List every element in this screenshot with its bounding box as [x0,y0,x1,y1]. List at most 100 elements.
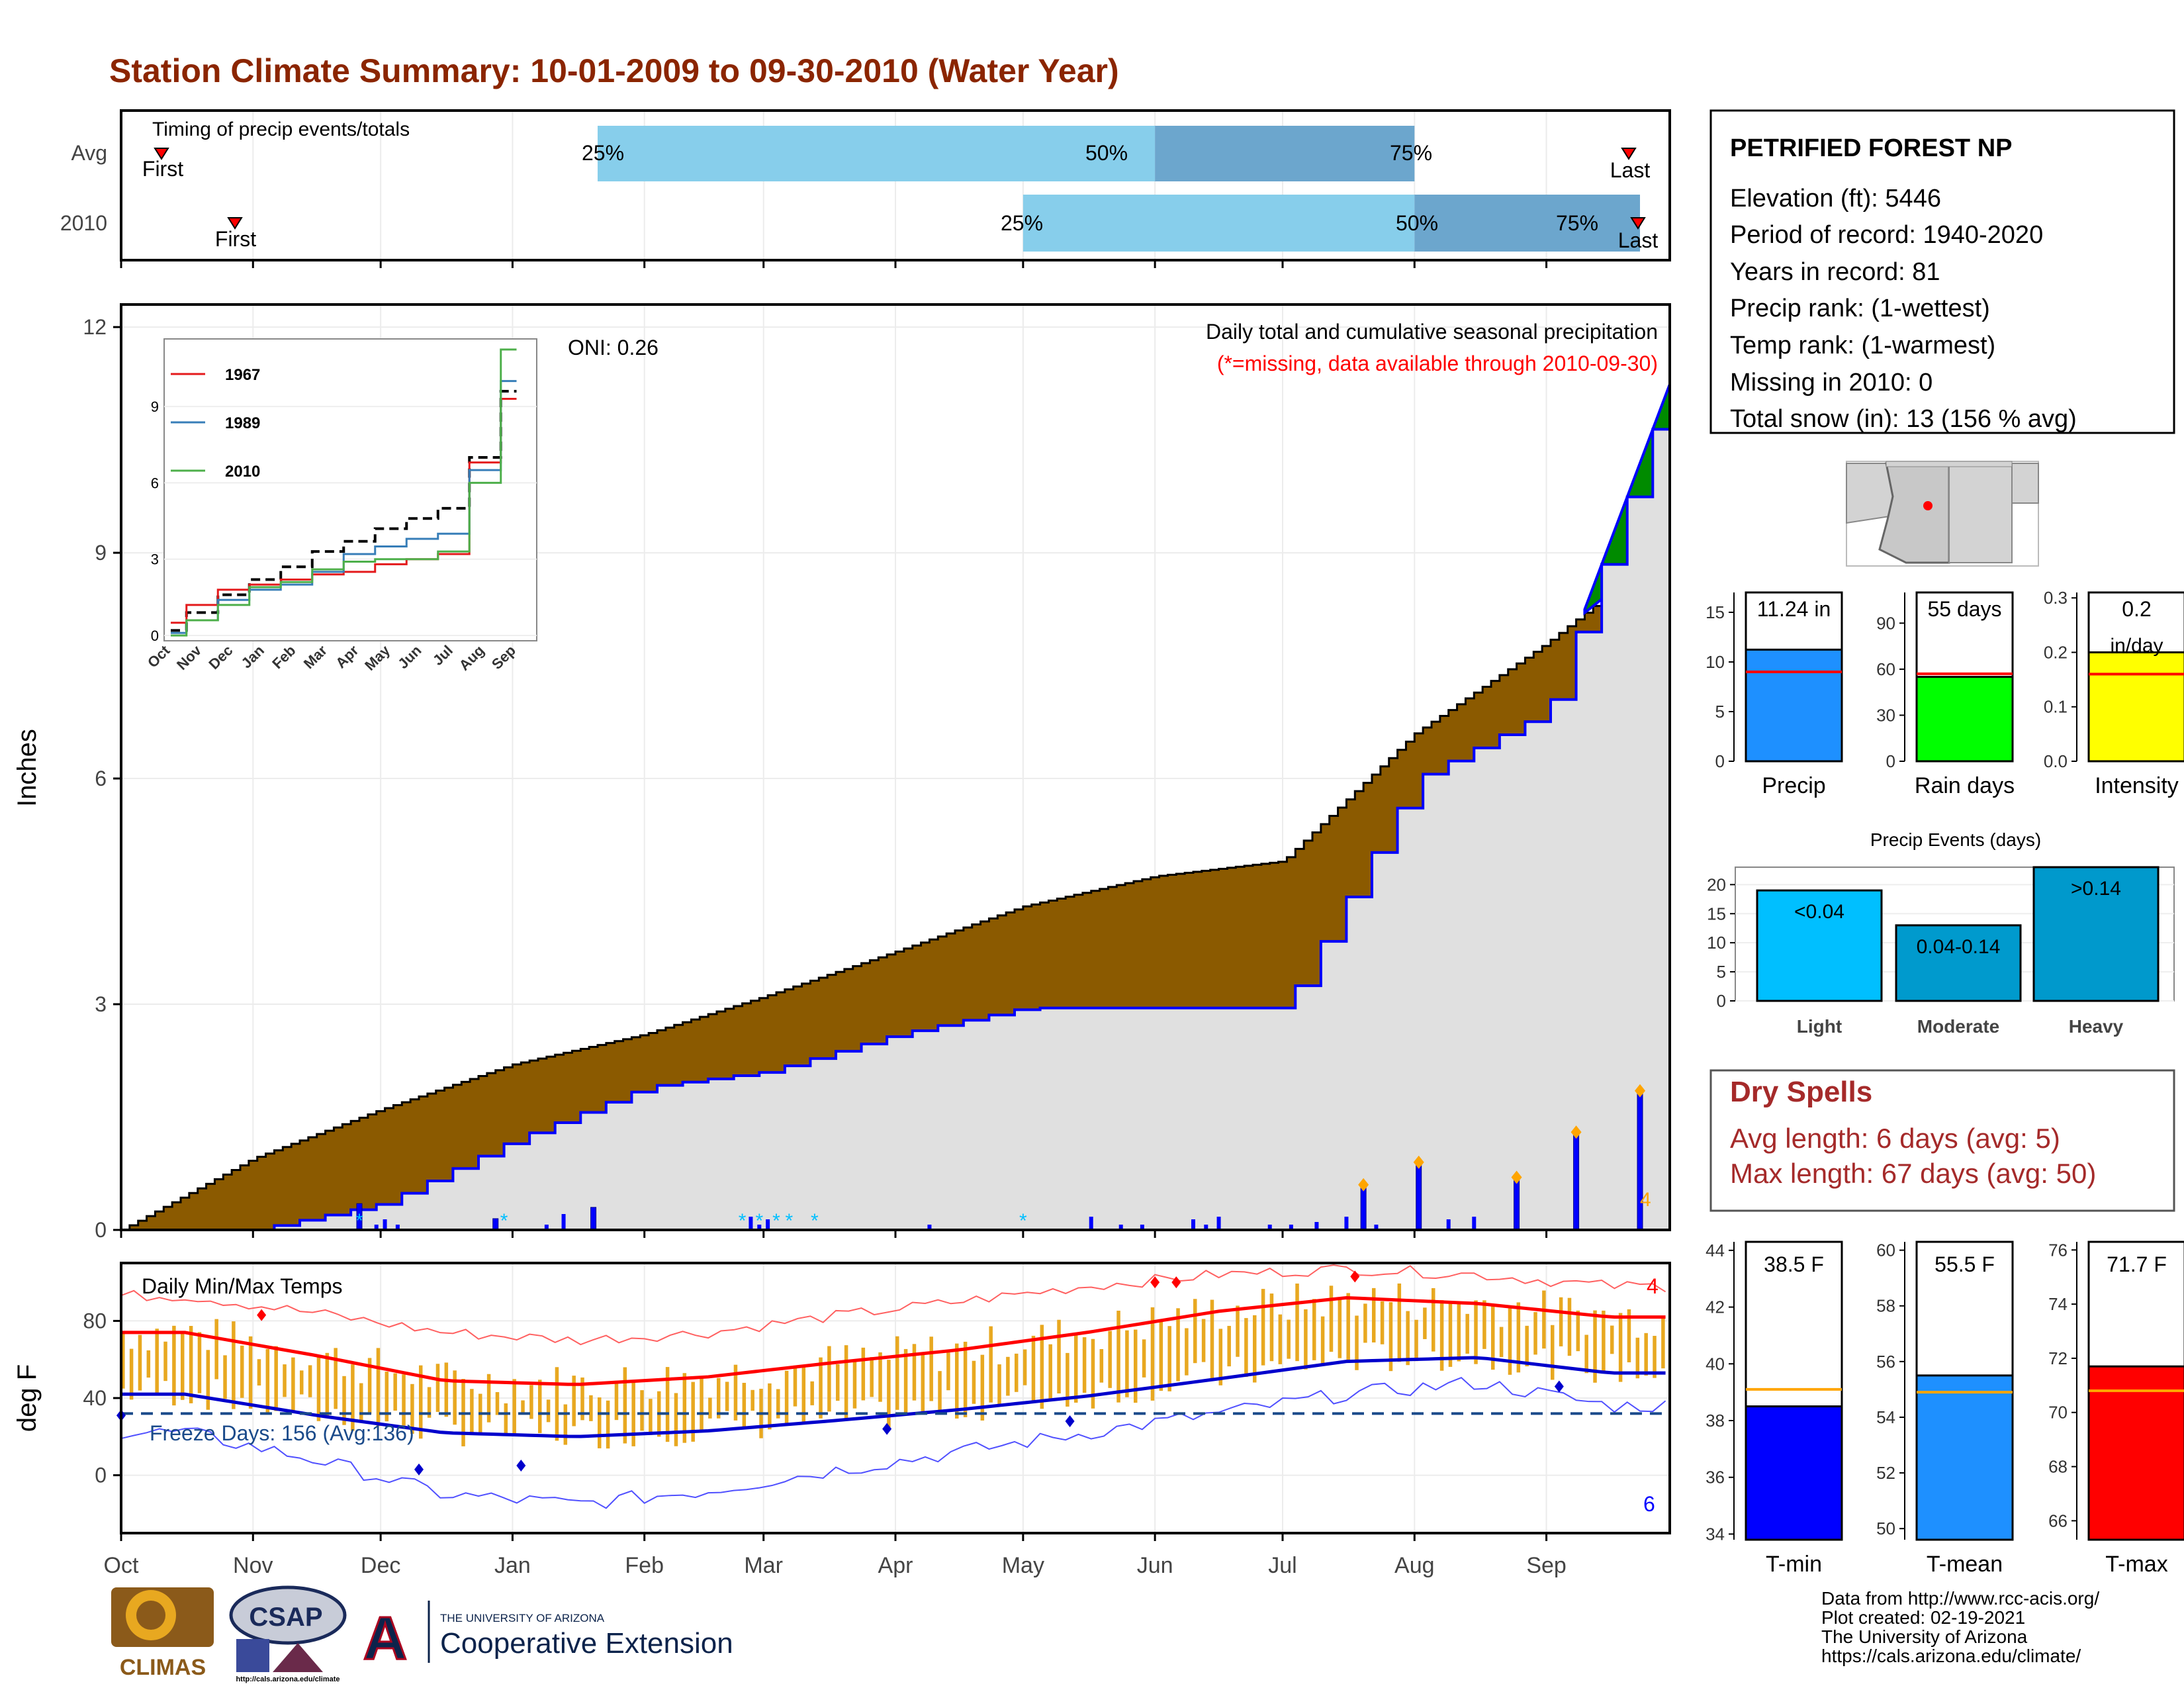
summary-value-unit: in/day [2110,635,2163,657]
daily-temp-bar [598,1397,602,1448]
daily-precip-bar [757,1225,762,1230]
daily-temp-bar [1567,1297,1572,1356]
temp-y-ticks: 0 40 80 [83,1309,121,1487]
temp-bar-tick-label: 54 [1876,1407,1895,1427]
daily-temp-bar [589,1395,593,1421]
station-name: PETRIFIED FOREST NP [1730,134,2012,162]
station-line: Precip rank: (1-wettest) [1730,295,1990,322]
daily-precip-bar [374,1225,379,1230]
month-label: Aug [1394,1553,1435,1578]
dry-spells-frame [1709,1069,2175,1212]
csap-logo: CSAP http://cals.arizona.edu/climate [229,1585,347,1683]
timing-frame [120,109,1671,261]
daily-temp-range-bars [121,1283,1665,1449]
daily-temp-bar [1312,1299,1316,1360]
daily-temp-bar [444,1362,449,1417]
daily-temp-bar [291,1357,295,1413]
daily-temp-bar [844,1345,848,1419]
precip-y-ticks: 0 3 6 9 12 [83,315,121,1242]
daily-temp-bar [963,1341,968,1417]
daily-precip-bar [766,1219,770,1230]
daily-temp-bar [1108,1331,1112,1388]
daily-temp-bar [521,1400,525,1415]
timing-2010-first-marker [227,217,243,230]
daily-temp-bar [376,1348,381,1427]
daily-temp-bar [1346,1293,1350,1362]
daily-temp-bar [895,1336,899,1410]
inset-legend-label: 1989 [225,414,260,432]
inset-x-tick-label: Mar [300,642,331,673]
station-frame [1709,109,2175,434]
month-label: Mar [744,1553,783,1578]
timing-bar-25-50 [598,126,1156,181]
summary-tick-label: 90 [1876,613,1895,633]
daily-temp-bar [1644,1333,1648,1376]
precip-y-tick-label: 9 [95,541,107,565]
daily-temp-bar [1150,1307,1155,1401]
temp-bar-tick-label: 34 [1706,1524,1725,1544]
timing-2010-p50: 50% [1396,211,1438,235]
daily-temp-bar [410,1383,414,1434]
daily-temp-bar [232,1321,236,1409]
daily-temp-bar [614,1380,619,1421]
daily-temp-bar [649,1399,653,1435]
daily-temp-bar [1355,1315,1359,1370]
daily-temp-bar [453,1370,457,1425]
daily-temp-bar [1057,1319,1061,1394]
snow-marker: * [1019,1210,1027,1232]
daily-temp-bar [819,1357,823,1419]
daily-precip-bar [1216,1217,1221,1230]
daily-precip-bar [1267,1225,1272,1230]
daily-temp-bar [801,1365,806,1423]
daily-precip-bar [1191,1219,1195,1230]
daily-temp-bar [1559,1297,1563,1346]
temp-bar-fill [2087,1365,2184,1541]
climas-logo-text: CLIMAS [120,1655,206,1680]
daily-temp-bar [1023,1349,1027,1385]
ua-logo-small-text: THE UNIVERSITY OF ARIZONA [440,1612,605,1624]
daily-temp-bar [1482,1300,1486,1349]
daily-temp-bar [1006,1356,1010,1396]
daily-temp-bar [1618,1313,1623,1382]
daily-temp-bar [1499,1327,1504,1357]
daily-temp-bar [1048,1344,1052,1400]
daily-temp-bar [1414,1319,1418,1362]
daily-temp-bar [1551,1325,1555,1380]
summary-tick-label: 0.2 [2044,642,2068,662]
inset-lines [171,348,517,637]
temp-bar-tick-label: 58 [1876,1296,1895,1316]
temp-y-tick-label: 40 [83,1386,107,1410]
daily-temp-bar [1542,1290,1546,1349]
events-tick-label: 0 [1717,991,1726,1011]
daily-temp-bar [810,1381,814,1405]
daily-temp-bar [342,1376,346,1425]
daily-temp-bar [546,1399,551,1423]
daily-temp-bar [997,1364,1001,1406]
temp-bar-tick-label: 70 [2048,1403,2068,1423]
heavy-event-count: 4 [1640,1189,1651,1211]
daily-temp-bar [402,1374,406,1426]
daily-temp-bar [334,1348,338,1409]
daily-temp-bar [682,1373,687,1443]
footer-line: Plot created: 02-19-2021 [1821,1607,2025,1628]
daily-temp-bar [512,1379,516,1434]
daily-temp-bar [1134,1329,1138,1403]
daily-precip-bar [927,1225,932,1230]
timing-2010-last-label: Last [1618,228,1659,252]
station-line: Period of record: 1940-2020 [1730,221,2043,249]
temp-bar-tick-label: 66 [2048,1511,2068,1530]
temp-bar-name: T-mean [1927,1552,2003,1577]
daily-temp-bar [155,1329,159,1394]
events-bar-label: >0.14 [2071,878,2121,900]
daily-temp-bar [1388,1302,1393,1372]
daily-precip-bar [492,1218,499,1231]
snow-marker: * [500,1210,508,1232]
precip-y-tick-label: 6 [95,767,107,790]
daily-temp-bar [163,1341,167,1382]
ua-logo: A THE UNIVERSITY OF ARIZONA Cooperative … [362,1601,733,1673]
daily-precip-bar [1416,1162,1422,1231]
daily-temp-bar [878,1352,882,1402]
month-label: Nov [233,1553,273,1578]
daily-temp-bar [1474,1300,1478,1364]
inset-x-tick-label: Oct [144,641,173,671]
